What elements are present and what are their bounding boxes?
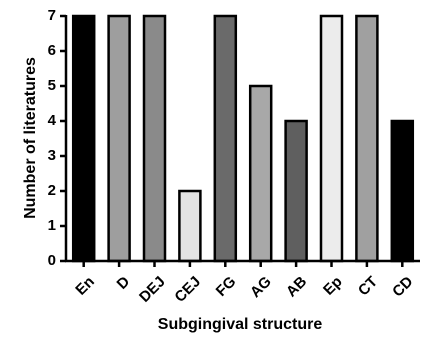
x-tick-label-ab: AB bbox=[283, 273, 310, 300]
bar-cd bbox=[390, 119, 415, 263]
bar-ct bbox=[355, 14, 379, 263]
x-tick-label-fg: FG bbox=[213, 273, 240, 300]
y-tick-label: 5 bbox=[48, 77, 56, 94]
x-tick-label-d: D bbox=[114, 273, 134, 293]
bar-en bbox=[71, 14, 96, 263]
bar-fg bbox=[213, 14, 238, 263]
y-tick-label: 7 bbox=[48, 7, 56, 24]
x-tick-label-ag: AG bbox=[247, 273, 275, 301]
x-tick-label-dej: DEJ bbox=[136, 273, 169, 306]
y-tick-label: 2 bbox=[48, 182, 56, 199]
bar-ag bbox=[248, 84, 273, 263]
bar-cej bbox=[178, 189, 202, 263]
x-tick-label-en: En bbox=[72, 273, 98, 299]
bar-ab bbox=[284, 119, 308, 263]
x-axis-title: Subgingival structure bbox=[158, 316, 323, 333]
y-tick-label: 1 bbox=[48, 217, 56, 234]
bar-dej bbox=[142, 14, 167, 263]
bar-ep bbox=[319, 14, 344, 263]
x-tick-label-cd: CD bbox=[389, 273, 416, 300]
x-tick-label-ct: CT bbox=[355, 273, 381, 299]
bar-d bbox=[107, 14, 131, 263]
x-tick-label-ep: Ep bbox=[320, 273, 346, 299]
y-tick-label: 6 bbox=[48, 42, 56, 59]
plot-area: 0 1 2 3 4 5 6 7 En D DEJ CEJ FG AG AB Ep CT CD bbox=[48, 7, 420, 306]
x-tick-label-cej: CEJ bbox=[171, 273, 204, 306]
y-tick-label: 3 bbox=[48, 147, 56, 164]
y-tick-label: 4 bbox=[48, 112, 57, 129]
y-tick-label: 0 bbox=[48, 252, 56, 269]
y-axis-title: Number of literatures bbox=[22, 57, 39, 219]
